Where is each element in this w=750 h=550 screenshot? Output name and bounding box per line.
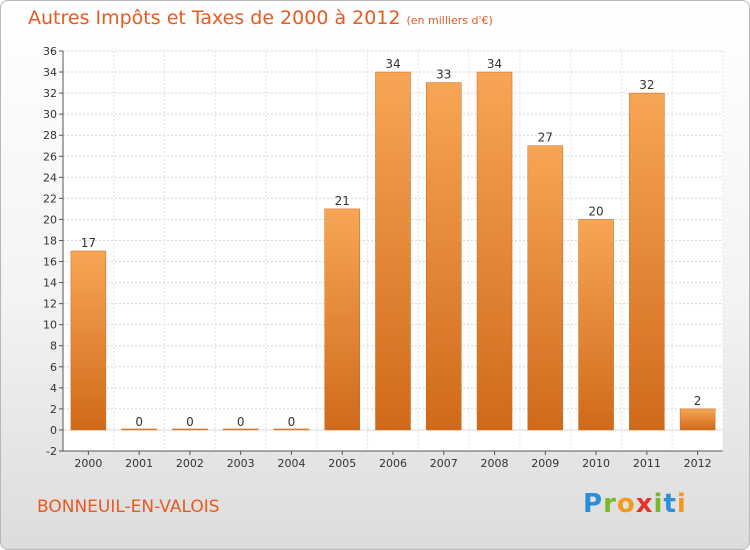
data-label-2004: 0 [288,415,296,429]
data-label-2007: 33 [436,68,451,82]
x-tick-label-2003: 2003 [227,457,255,470]
y-tick-label: 26 [43,150,57,163]
data-label-2009: 27 [538,131,553,145]
data-label-2003: 0 [237,415,245,429]
data-label-2002: 0 [186,415,194,429]
x-tick-label-2010: 2010 [582,457,610,470]
y-tick-label: 28 [43,129,57,142]
x-tick-label-2002: 2002 [176,457,204,470]
logo-letter: r [603,489,617,519]
logo-letter: P [583,489,604,519]
bar-2004 [273,428,310,431]
logo-letter: o [616,489,636,519]
x-tick-label-2007: 2007 [430,457,458,470]
logo-letter: x [635,489,654,519]
bar-2001 [121,428,157,431]
data-label-2005: 21 [335,194,350,208]
bar-2012 [679,408,716,431]
y-tick-label: 34 [43,66,57,79]
logo-letter: i [653,489,664,519]
bar-2005 [324,208,360,431]
data-label-2012: 2 [694,394,702,408]
y-tick-label: -2 [46,445,57,458]
chart-title: Autres Impôts et Taxes de 2000 à 2012 (en… [28,7,493,29]
chart-title-text: Autres Impôts et Taxes de 2000 à 2012 [28,7,401,29]
logo-letter: i [676,489,687,519]
x-tick-label-2000: 2000 [74,457,102,470]
bar-2002 [172,428,208,431]
bar-2011 [629,92,665,431]
x-tick-label-2006: 2006 [379,457,407,470]
bar-2007 [426,82,462,431]
proxiti-logo: Proxiti [583,489,687,519]
data-label-2001: 0 [135,415,143,429]
x-tick-label-2008: 2008 [481,457,509,470]
y-tick-label: 18 [43,234,57,247]
x-tick-label-2001: 2001 [125,457,153,470]
y-tick-label: 8 [50,340,57,353]
y-tick-label: 14 [43,277,57,290]
bar-2010 [578,219,614,431]
y-tick-label: 22 [43,192,57,205]
y-tick-label: 24 [43,171,57,184]
logo-letter: t [663,489,677,519]
location-name: BONNEUIL-EN-VALOIS [37,497,220,517]
y-tick-label: 16 [43,256,57,269]
data-label-2010: 20 [588,204,603,218]
y-tick-label: 4 [50,382,57,395]
y-tick-label: 0 [50,424,57,437]
y-tick-label: 2 [50,403,57,416]
y-tick-label: 12 [43,298,57,311]
data-label-2000: 17 [81,236,96,250]
bar-2003 [222,428,259,431]
chart-subtitle: (en milliers d'€) [406,14,493,27]
data-label-2008: 34 [487,57,502,71]
y-tick-label: 36 [43,45,57,58]
y-tick-label: 20 [43,213,57,226]
x-tick-label-2011: 2011 [633,457,661,470]
x-tick-label-2004: 2004 [277,457,305,470]
data-label-2006: 34 [385,57,400,71]
bar-2008 [476,71,513,431]
x-tick-label-2009: 2009 [531,457,559,470]
x-tick-label-2012: 2012 [684,457,712,470]
data-label-2011: 32 [639,78,654,92]
y-tick-label: 6 [50,361,57,374]
x-tick-label-2005: 2005 [328,457,356,470]
y-tick-label: 32 [43,87,57,100]
y-tick-label: 30 [43,108,57,121]
bar-2009 [527,145,564,431]
y-tick-label: 10 [43,319,57,332]
bar-2006 [375,71,411,431]
bar-2000 [70,250,107,431]
